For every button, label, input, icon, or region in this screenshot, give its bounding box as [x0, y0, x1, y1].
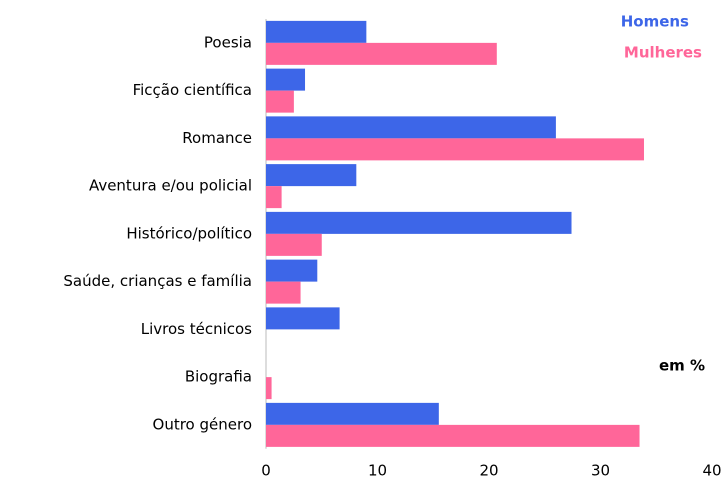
x-tick-label: 40 — [702, 461, 721, 478]
y-tick-label: Biografia — [185, 368, 252, 386]
y-tick-label: Poesia — [204, 33, 252, 51]
bar — [266, 116, 556, 139]
bar — [266, 186, 282, 209]
bar — [266, 211, 572, 234]
bar — [266, 138, 644, 161]
bar — [266, 233, 322, 256]
x-tick-label: 30 — [591, 461, 610, 478]
bar — [266, 307, 340, 330]
x-tick-label: 0 — [261, 461, 271, 478]
bar — [266, 424, 640, 447]
unit-annotation: em % — [659, 357, 705, 375]
bar — [266, 164, 357, 187]
y-tick-label: Saúde, crianças e família — [63, 272, 252, 290]
y-tick-label: Aventura e/ou policial — [89, 177, 252, 195]
y-tick-label: Outro género — [153, 415, 252, 433]
x-tick-label: 10 — [368, 461, 387, 478]
y-tick-label: Ficção científica — [133, 81, 252, 99]
y-tick-label: Livros técnicos — [141, 320, 252, 338]
bar — [266, 90, 294, 113]
bar — [266, 281, 301, 304]
bar — [266, 402, 439, 425]
bar — [266, 259, 318, 282]
y-tick-label: Histórico/político — [126, 224, 252, 242]
x-tick-label: 20 — [479, 461, 498, 478]
bar — [266, 20, 367, 43]
legend-label: Mulheres — [624, 44, 702, 62]
legend-label: Homens — [621, 13, 689, 31]
bar — [266, 42, 497, 65]
y-tick-label: Romance — [182, 129, 252, 147]
bar — [266, 377, 272, 400]
bar — [266, 68, 306, 91]
